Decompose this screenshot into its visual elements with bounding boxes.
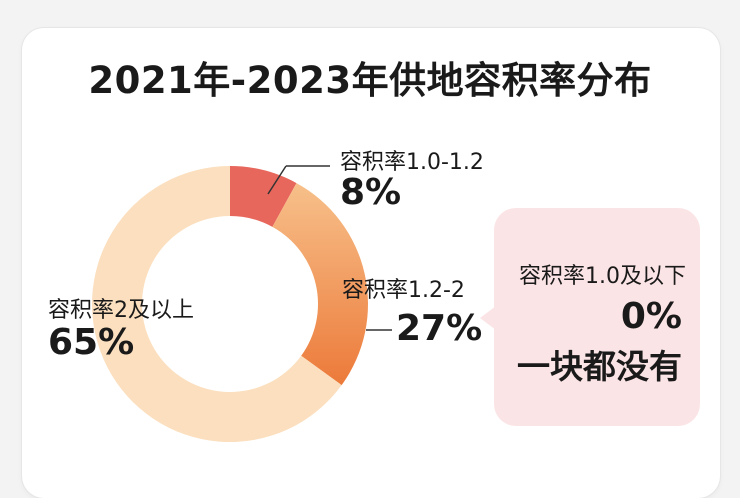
donut-slice-2: [272, 183, 368, 386]
callout-label: 容积率1.0及以下: [519, 264, 686, 289]
chart-title: 2021年-2023年供地容积率分布: [88, 59, 652, 102]
slice-label-2: 容积率1.2-2: [342, 278, 465, 303]
callout-pointer: [480, 306, 496, 330]
slice-value-3: 65%: [48, 322, 135, 363]
leader-line-slice-1: [267, 165, 287, 195]
slice-value-1: 8%: [340, 172, 402, 213]
donut-slice-1: [230, 166, 297, 227]
donut-slice-3: [91, 166, 342, 443]
slice-label-3: 容积率2及以上: [48, 298, 194, 323]
callout-box: 容积率1.0及以下 0% 一块都没有: [494, 208, 700, 426]
callout-value: 0%: [620, 296, 682, 337]
donut-chart: [91, 165, 392, 443]
callout-note: 一块都没有: [517, 347, 682, 386]
slice-value-2: 27%: [396, 308, 483, 349]
slice-label-1: 容积率1.0-1.2: [340, 150, 484, 175]
